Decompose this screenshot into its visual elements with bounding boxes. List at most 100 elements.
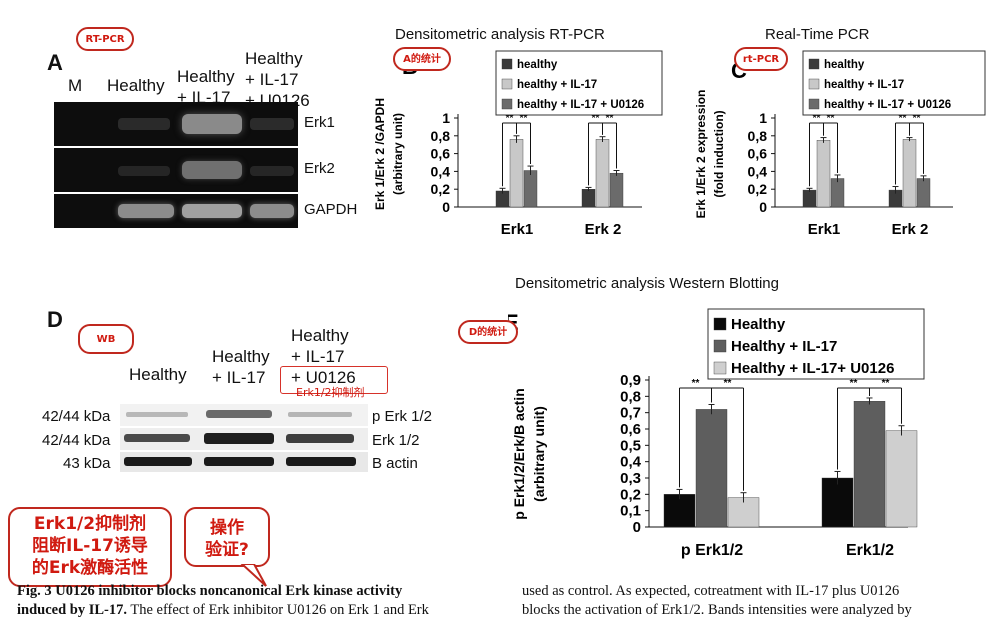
panel-d-lane-healthy: Healthy [129, 365, 187, 384]
legend-entry: healthy + IL-17 [517, 79, 597, 91]
gel-row-gapdh [54, 194, 298, 228]
callout-conclusion: Erk1/2抑制剂 阻断IL-17诱导 的Erk激酶活性 [8, 507, 172, 587]
caption-left-line2: induced by IL-17. The effect of Erk inhi… [17, 601, 502, 620]
bar-healthy-il-17 [902, 139, 917, 208]
bar-healthy-il-17-u0126 [523, 170, 538, 208]
callout-rt-pcr: RT-PCR [76, 27, 134, 51]
significance-label: ** [813, 113, 821, 124]
blot-row-actin [120, 452, 368, 472]
y-tick-label: 0,8 [620, 388, 641, 405]
bar-healthy-il-17 [595, 139, 610, 208]
bar-healthy-il-17 [695, 409, 728, 528]
panel-d-letter: D [47, 307, 63, 332]
y-tick-label: 0,7 [620, 405, 641, 422]
caption-left-line2-bold: induced by IL-17. [17, 602, 127, 618]
x-category-label: Erk1 [808, 221, 841, 238]
callout-a-stats: A的统计 [393, 47, 451, 71]
legend-swatch [808, 78, 820, 90]
inhibitor-note: Erk1/2抑制剂 [296, 386, 365, 399]
legend-swatch [808, 58, 820, 70]
y-tick-label: 0 [442, 199, 450, 215]
y-tick-label: 0,2 [431, 181, 451, 197]
callout-question-tail [240, 564, 267, 587]
panel-a-row-gapdh: GAPDH [304, 201, 358, 218]
blot-row-perk [120, 404, 368, 426]
y-tick-label: 0,8 [431, 128, 451, 144]
gel-row-erk1 [54, 102, 298, 146]
legend-entry: healthy [517, 59, 558, 71]
significance-label: ** [506, 113, 514, 124]
legend: healthy healthy + IL-17 healthy + IL-17 + … [802, 50, 986, 116]
bar-healthy [821, 477, 854, 528]
legend-swatch [501, 98, 513, 110]
caption-right-line1: used as control. As expected, cotreatmen… [522, 583, 900, 599]
panel-d-kda-1: 42/44 kDa [42, 408, 111, 425]
legend-swatch [713, 361, 727, 375]
y-tick-label: 0,6 [431, 146, 451, 162]
y-tick-label: 1 [759, 110, 767, 126]
y-tick-label: 0,1 [620, 503, 641, 520]
legend-box [707, 308, 925, 380]
y-tick-label: 0,9 [620, 372, 641, 389]
y-axis-label: Erk 1/Erk 2 /GAPDH [373, 98, 387, 210]
callout-d-stats: D的统计 [458, 320, 518, 344]
y-tick-label: 0,2 [620, 486, 641, 503]
x-category-label: Erk 2 [892, 221, 929, 238]
callout-wb: WB [78, 324, 134, 354]
caption-right-line2: blocks the activation of Erk1/2. Bands i… [522, 602, 912, 618]
bar-healthy [663, 494, 696, 528]
y-tick-label: 0,5 [620, 437, 641, 454]
significance-label: ** [606, 113, 614, 124]
chart-b-title: Densitometric analysis RT-PCR [395, 26, 605, 43]
significance-label: ** [882, 378, 890, 389]
gel-row-erk2 [54, 148, 298, 192]
callout-rt-pcr-c: rt-PCR [734, 47, 788, 71]
chart-c-title: Real-Time PCR [765, 26, 870, 43]
legend-entry: Healthy [731, 316, 786, 333]
legend-swatch [713, 339, 727, 353]
legend-entry: healthy + IL-17 [824, 79, 904, 91]
blot-row-erk [120, 428, 368, 450]
legend-swatch [501, 78, 513, 90]
bar-healthy-il-17 [853, 401, 886, 528]
chart-b: 0 0,2 0,40,6 0,8 1 Erk 1/Erk 2 /GAPDH (arbitra… [373, 50, 663, 238]
significance-label: ** [520, 113, 528, 124]
y-tick-label: 0 [759, 199, 767, 215]
bar-healthy-il-17-u0126 [885, 430, 918, 528]
y-axis-label: Erk 1/Erk 2 expression [694, 90, 708, 219]
legend-swatch [501, 58, 513, 70]
legend: healthy healthy + IL-17 healthy + IL-17 + … [495, 50, 663, 116]
significance-label: ** [724, 378, 732, 389]
y-tick-label: 0,3 [620, 470, 641, 487]
y-tick-label: 0,4 [620, 454, 642, 471]
x-category-label: Erk1/2 [846, 542, 894, 559]
y-tick-label: 0 [633, 519, 641, 536]
legend-entry: healthy [824, 59, 865, 71]
caption-left-line2-rest: The effect of Erk inhibitor U0126 on Erk… [127, 602, 429, 618]
legend-swatch [713, 317, 727, 331]
chart-e-title: Densitometric analysis Western Blotting [515, 275, 779, 292]
significance-label: ** [592, 113, 600, 124]
significance-label: ** [692, 378, 700, 389]
x-category-label: p Erk1/2 [681, 542, 743, 559]
legend-swatch [808, 98, 820, 110]
legend-box [495, 50, 663, 116]
panel-a-letter: A [47, 50, 63, 75]
legend-entry: Healthy + IL-17 [731, 338, 837, 355]
panel-a-row-erk1: Erk1 [304, 114, 335, 131]
panel-a-lane-healthy: Healthy [107, 76, 165, 95]
y-tick-label: 0,6 [748, 146, 768, 162]
y-tick-label: 0,6 [620, 421, 641, 438]
y-tick-label: 0,8 [748, 128, 768, 144]
significance-label: ** [827, 113, 835, 124]
y-axis-label: (fold induction) [712, 110, 726, 197]
inhibitor-highlight-box [280, 366, 388, 394]
panel-d-row-erk: Erk 1/2 [372, 432, 420, 449]
y-tick-label: 0,4 [431, 163, 451, 179]
significance-label: ** [899, 113, 907, 124]
y-axis-label: p Erk1/2/Erk/B actin [511, 388, 527, 520]
bar-healthy-il-17 [816, 140, 831, 208]
y-tick-label: 1 [442, 110, 450, 126]
bar-healthy [581, 188, 596, 208]
callout-question: 操作 验证? [184, 507, 270, 567]
